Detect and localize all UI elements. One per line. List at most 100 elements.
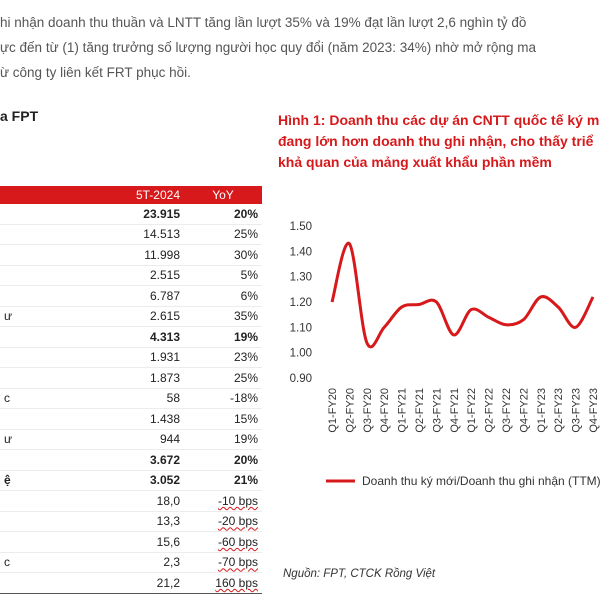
row-value: 23.915	[78, 204, 184, 225]
header-period: 5T-2024	[78, 186, 184, 204]
table-row: 13,3 -20 bps	[0, 511, 262, 532]
x-tick-label: Q2-FY22	[484, 388, 496, 433]
row-yoy: 23%	[184, 347, 262, 368]
row-value: 18,0	[78, 490, 184, 512]
row-yoy: -10 bps	[184, 490, 262, 512]
intro-paragraph: hi nhận doanh thu thuần và LNTT tăng lần…	[0, 10, 600, 85]
x-tick-label: Q1-FY23	[536, 388, 548, 433]
x-tick-label: Q4-FY22	[518, 388, 530, 433]
x-tick-label: Q2-FY21	[414, 388, 426, 433]
table-row: 1.931 23%	[0, 347, 262, 368]
y-tick-label: 1.10	[290, 322, 312, 334]
row-label	[0, 572, 78, 594]
x-tick-label: Q2-FY20	[344, 388, 356, 433]
chart-title: Hình 1: Doanh thu các dự án CNTT quốc tế…	[278, 110, 600, 173]
row-label: ư	[0, 429, 78, 450]
row-yoy: 25%	[184, 367, 262, 389]
row-yoy: 19%	[184, 429, 262, 450]
row-yoy: -20 bps	[184, 511, 262, 532]
row-value: 2.515	[78, 265, 184, 286]
row-label	[0, 408, 78, 430]
row-value: 14.513	[78, 224, 184, 245]
x-tick-label: Q1-FY20	[327, 388, 339, 433]
table-row: ư 2.615 35%	[0, 306, 262, 327]
series-line	[330, 242, 595, 349]
row-value: 3.672	[78, 449, 184, 471]
row-value: 944	[78, 429, 184, 450]
row-value: 1.931	[78, 347, 184, 368]
table-row: c 2,3 -70 bps	[0, 552, 262, 573]
x-tick-label: Q3-FY23	[571, 388, 583, 433]
table-title: a FPT	[0, 108, 39, 124]
row-yoy: 5%	[184, 265, 262, 286]
x-tick-label: Q3-FY21	[431, 388, 443, 433]
row-label	[0, 449, 78, 471]
chart-title-line: khả quan của mảng xuất khẩu phần mềm	[278, 154, 552, 170]
y-tick-label: 1.30	[290, 272, 312, 284]
row-label	[0, 265, 78, 286]
paragraph-line: ực đến từ (1) tăng trưởng số lượng người…	[0, 40, 536, 55]
row-yoy: -18%	[184, 388, 262, 409]
row-value: 1.438	[78, 408, 184, 430]
table-row: 3.672 20%	[0, 449, 262, 471]
row-label: ệ	[0, 470, 78, 491]
x-tick-label: Q3-FY20	[362, 388, 374, 433]
y-tick-label: 1.20	[290, 297, 312, 309]
row-value: 21,2	[78, 572, 184, 594]
row-label: c	[0, 552, 78, 573]
row-label	[0, 244, 78, 266]
row-yoy: 19%	[184, 326, 262, 348]
row-yoy: -60 bps	[184, 531, 262, 553]
row-yoy: 6%	[184, 285, 262, 307]
row-label: ư	[0, 306, 78, 327]
table-row: 15,6 -60 bps	[0, 531, 262, 553]
row-label	[0, 347, 78, 368]
table-row: ệ 3.052 21%	[0, 470, 262, 491]
row-label	[0, 204, 78, 225]
table-row: 2.515 5%	[0, 265, 262, 286]
row-label	[0, 367, 78, 389]
x-tick-label: Q1-FY21	[397, 388, 409, 433]
row-label: c	[0, 388, 78, 409]
row-value: 1.873	[78, 367, 184, 389]
chart-title-line: Hình 1: Doanh thu các dự án CNTT quốc tế…	[278, 112, 600, 128]
table-row: 23.915 20%	[0, 204, 262, 225]
row-yoy: 30%	[184, 244, 262, 266]
row-value: 6.787	[78, 285, 184, 307]
financial-table: 5T-2024 YoY 23.915 20% 14.513 25% 11.998 30% 2…	[0, 186, 262, 594]
row-yoy: -70 bps	[184, 552, 262, 573]
row-yoy: 20%	[184, 449, 262, 471]
row-label	[0, 285, 78, 307]
row-yoy: 35%	[184, 306, 262, 327]
row-yoy: 160 bps	[184, 572, 262, 594]
legend-label: Doanh thu ký mới/Doanh thu ghi nhận (TTM…	[362, 474, 600, 488]
x-tick-label: Q3-FY22	[501, 388, 513, 433]
row-yoy: 20%	[184, 204, 262, 225]
chart-title-line: đang lớn hơn doanh thu ghi nhận, cho thấ…	[278, 133, 594, 149]
row-value: 2,3	[78, 552, 184, 573]
table-header-row: 5T-2024 YoY	[0, 186, 262, 204]
row-yoy: 15%	[184, 408, 262, 430]
y-tick-label: 1.50	[290, 221, 312, 233]
row-value: 3.052	[78, 470, 184, 491]
row-value: 15,6	[78, 531, 184, 553]
table-row: 1.438 15%	[0, 408, 262, 430]
row-value: 4.313	[78, 326, 184, 348]
row-value: 13,3	[78, 511, 184, 532]
row-value: 11.998	[78, 244, 184, 266]
x-tick-label: Q4-FY23	[588, 388, 600, 433]
paragraph-line: ừ công ty liên kết FRT phục hồi.	[0, 65, 191, 80]
header-label	[0, 186, 78, 204]
header-yoy: YoY	[184, 186, 262, 204]
row-label	[0, 531, 78, 553]
row-yoy: 21%	[184, 470, 262, 491]
row-yoy: 25%	[184, 224, 262, 245]
y-tick-label: 1.00	[290, 348, 312, 360]
row-value: 58	[78, 388, 184, 409]
table-row: 1.873 25%	[0, 367, 262, 389]
row-label	[0, 326, 78, 348]
x-tick-label: Q4-FY20	[379, 388, 391, 433]
source-note: Nguồn: FPT, CTCK Rồng Việt	[283, 568, 436, 580]
row-value: 2.615	[78, 306, 184, 327]
